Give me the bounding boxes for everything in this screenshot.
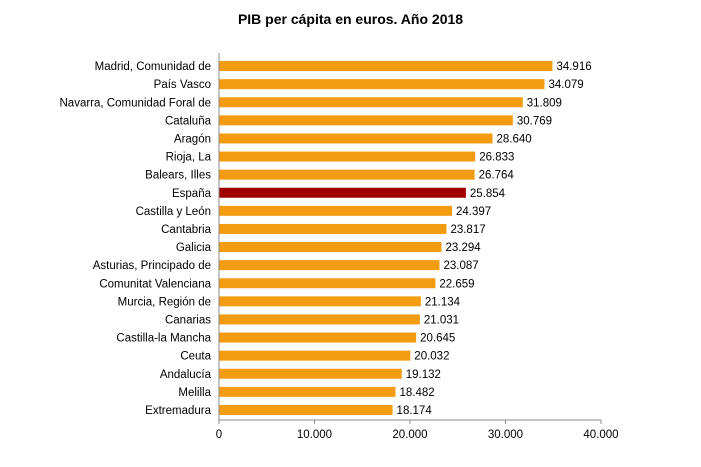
category-label: País Vasco <box>154 79 211 91</box>
bar <box>219 260 440 271</box>
value-label: 23.087 <box>443 260 478 272</box>
value-label: 20.645 <box>420 333 455 345</box>
bar <box>219 368 402 379</box>
category-label: Castilla-la Mancha <box>116 333 211 345</box>
bar <box>219 278 436 289</box>
category-label: Comunitat Valenciana <box>99 278 211 290</box>
value-label: 20.032 <box>414 351 449 363</box>
bar <box>219 115 513 126</box>
bar <box>219 61 553 72</box>
value-label: 19.132 <box>406 369 441 381</box>
x-tick-label: 30.000 <box>488 429 523 441</box>
value-label: 18.174 <box>397 405 433 417</box>
value-label: 34.079 <box>548 79 583 91</box>
bar <box>219 296 421 307</box>
category-label: Melilla <box>178 387 211 399</box>
value-label: 26.764 <box>479 170 515 182</box>
bar <box>219 151 476 162</box>
value-label: 18.482 <box>400 387 435 399</box>
value-label: 22.659 <box>439 278 474 290</box>
x-tick-label: 40.000 <box>583 429 618 441</box>
value-label: 26.833 <box>479 152 514 164</box>
bar <box>219 79 545 90</box>
category-label: Cataluña <box>165 115 212 127</box>
category-label: Galicia <box>176 242 212 254</box>
bar <box>219 133 493 144</box>
bar <box>219 386 396 397</box>
value-label: 28.640 <box>497 133 532 145</box>
category-label: Ceuta <box>180 351 211 363</box>
bar <box>219 332 417 343</box>
bar <box>219 242 442 253</box>
value-label: 23.294 <box>445 242 481 254</box>
category-label: Asturias, Principado de <box>93 260 211 272</box>
value-label: 30.769 <box>517 115 552 127</box>
category-label: Madrid, Comunidad de <box>95 61 211 73</box>
chart-title: PIB per cápita en euros. Año 2018 <box>237 11 464 27</box>
value-label: 24.397 <box>456 206 491 218</box>
bar <box>219 404 393 415</box>
value-label: 23.817 <box>450 224 485 236</box>
bar <box>219 169 475 180</box>
bar <box>219 223 447 234</box>
category-label: Navarra, Comunidad Foral de <box>60 97 212 109</box>
x-tick-label: 0 <box>216 429 222 441</box>
category-label: Balears, Illes <box>145 170 211 182</box>
value-label: 21.134 <box>425 296 461 308</box>
category-label: Murcia, Región de <box>118 296 211 308</box>
value-label: 31.809 <box>527 97 562 109</box>
bar <box>219 205 452 216</box>
bar <box>219 97 523 108</box>
bar-highlight <box>219 187 466 198</box>
category-label: Andalucía <box>160 369 212 381</box>
category-label: Rioja, La <box>166 152 212 164</box>
category-label: Canarias <box>165 314 211 326</box>
bar <box>219 350 411 361</box>
category-label: Cantabria <box>161 224 211 236</box>
category-label: Extremadura <box>145 405 211 417</box>
value-label: 34.916 <box>556 61 591 73</box>
bar <box>219 314 420 325</box>
category-label: Castilla y León <box>136 206 211 218</box>
value-label: 25.854 <box>470 188 506 200</box>
x-tick-label: 20.000 <box>392 429 427 441</box>
category-label: Aragón <box>174 133 211 145</box>
x-tick-label: 10.000 <box>297 429 332 441</box>
value-label: 21.031 <box>424 314 459 326</box>
category-label: España <box>172 188 212 200</box>
